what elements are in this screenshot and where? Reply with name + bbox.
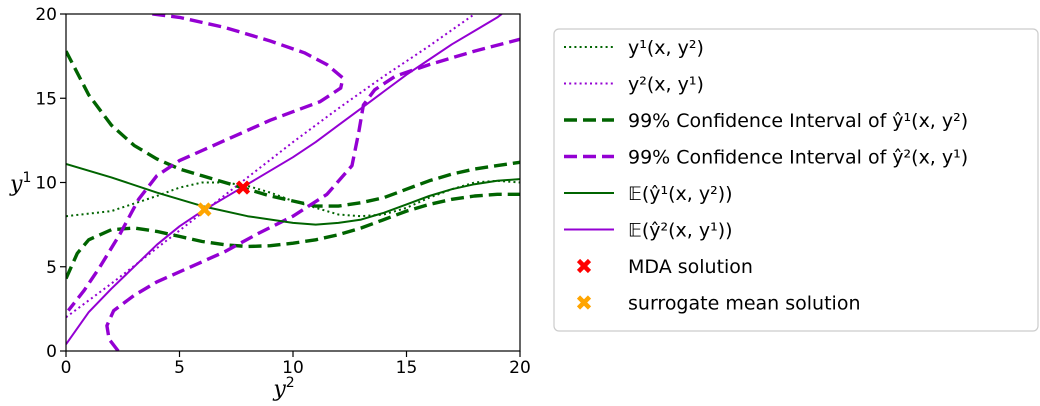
series-line-ci1_upper [66, 50, 520, 208]
legend-label-4: 𝔼(ŷ¹(x, y²)) [628, 183, 733, 205]
points-layer [197, 180, 251, 217]
legend-label-6: MDA solution [628, 256, 753, 278]
series-line-mean2 [66, 14, 503, 345]
legend-label-1: y²(x, y¹) [628, 74, 704, 96]
legend-entries: y¹(x, y²) y²(x, y¹) 99% Confidence Interva… [564, 37, 968, 315]
ticks-layer: 0 5 10 15 20 0 5 10 15 20 [35, 5, 530, 378]
series-line-ci2_lower [105, 37, 520, 351]
y-axis-label: y1 [9, 170, 31, 197]
series-layer [66, 14, 520, 351]
point-mda [235, 180, 251, 195]
x-tick-label: 10 [282, 358, 304, 378]
legend-label-5: 𝔼(ŷ²(x, y¹)) [628, 220, 733, 242]
legend: y¹(x, y²) y²(x, y¹) 99% Confidence Interva… [553, 28, 1039, 332]
y-tick-label: 5 [46, 258, 57, 278]
legend-marker-7 [576, 295, 592, 310]
legend-label-2: 99% Confidence Interval of ŷ¹(x, y²) [628, 110, 968, 132]
legend-label-3: 99% Confidence Interval of ŷ²(x, y¹) [628, 147, 968, 169]
plot-frame [65, 13, 521, 352]
x-tick-label: 20 [509, 358, 531, 378]
legend-label-7: surrogate mean solution [628, 293, 860, 315]
series-line-mean1 [66, 163, 520, 226]
x-tick-label: 15 [396, 358, 418, 378]
legend-marker-6 [576, 258, 592, 274]
legend-frame [553, 28, 1039, 332]
y-tick-label: 15 [35, 89, 57, 109]
series-line-y2 [66, 14, 476, 319]
x-tick-label: 0 [61, 358, 72, 378]
point-surrogate [197, 202, 212, 217]
x-tick-label: 5 [174, 358, 185, 378]
legend-label-0: y¹(x, y²) [628, 37, 704, 59]
y-tick-label: 20 [35, 5, 57, 25]
x-axis-label: y2 [272, 375, 294, 402]
y-tick-label: 0 [46, 342, 57, 362]
y-tick-label: 10 [35, 174, 57, 194]
series-line-ci2_upper [66, 14, 345, 312]
